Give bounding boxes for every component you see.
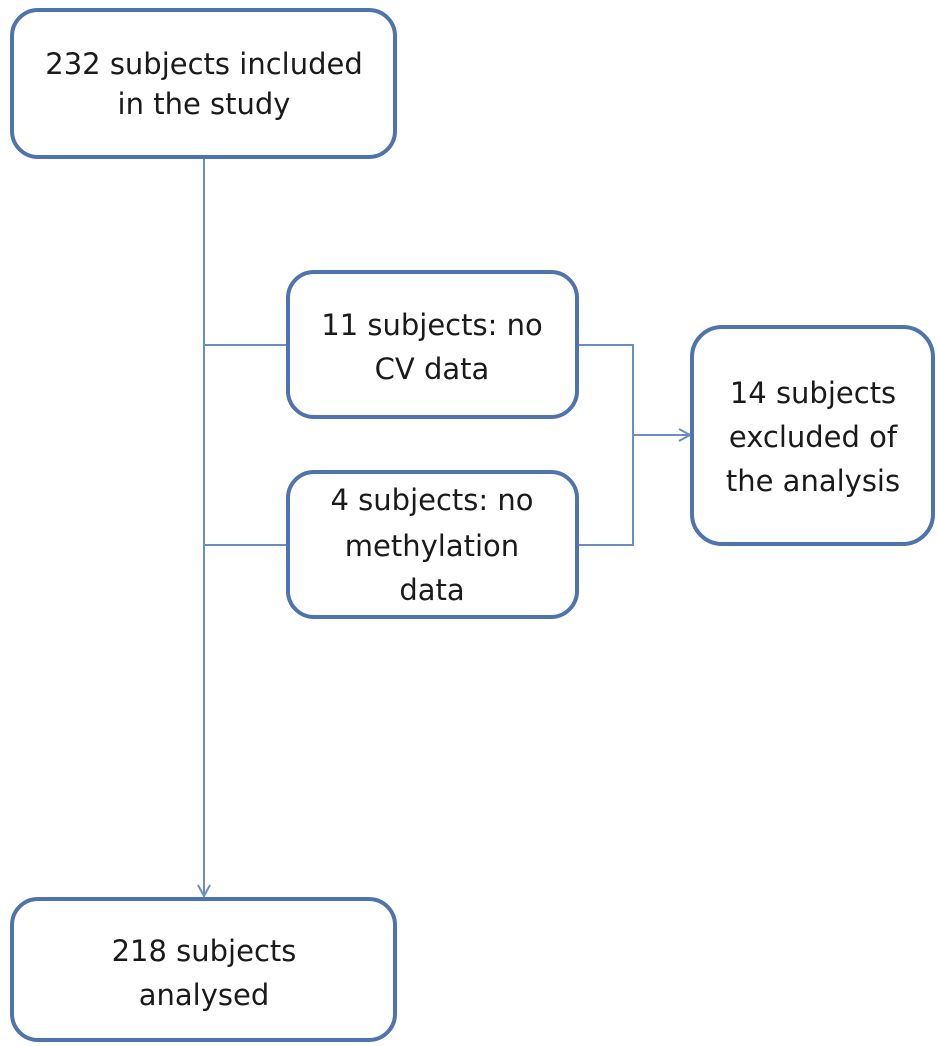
node-text: 4 subjects: no	[331, 483, 534, 517]
node-text: analysed	[139, 978, 270, 1012]
node-text: 232 subjects included	[45, 47, 363, 81]
node-text: 11 subjects: no	[321, 308, 542, 342]
box	[10, 897, 397, 1042]
box	[286, 270, 579, 419]
node-text: CV data	[375, 352, 490, 386]
node-text: 14 subjects	[730, 376, 896, 410]
box	[10, 8, 397, 159]
bracket	[577, 344, 634, 546]
node-text: in the study	[118, 87, 291, 121]
node-text: the analysis	[726, 464, 900, 498]
node-text: methylation	[345, 529, 519, 563]
node-text: data	[399, 573, 464, 607]
box	[286, 470, 579, 619]
node-text: excluded of	[729, 420, 898, 454]
node-text: 218 subjects	[112, 934, 297, 968]
box	[690, 325, 935, 546]
